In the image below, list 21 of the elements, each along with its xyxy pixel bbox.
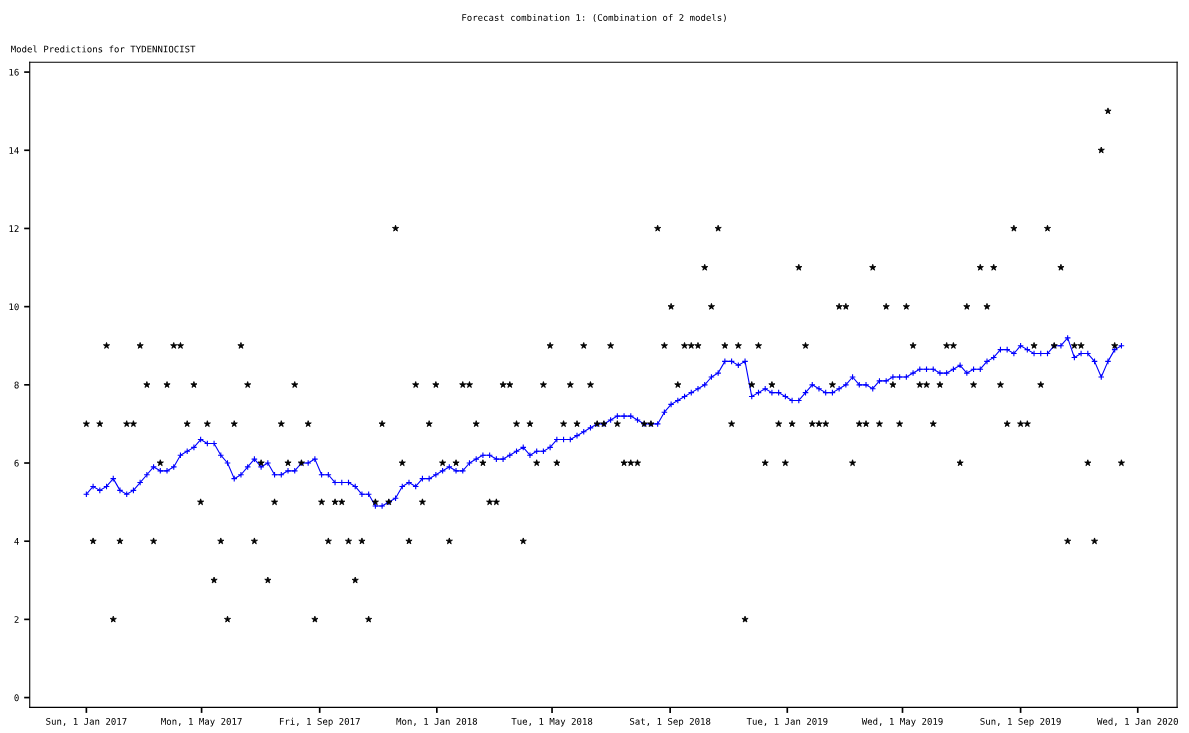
y-tick-label: 2	[14, 616, 19, 623]
x-tick-label: Fri, 1 Sep 2017	[279, 717, 360, 727]
y-tick-label: 6	[14, 459, 19, 467]
x-tick-label: Wed, 1 Jan 2020	[1096, 717, 1178, 726]
y-tick-label: 12	[9, 225, 19, 232]
y-tick-label: 14	[9, 147, 19, 154]
chart-title: Forecast combination 1: (Combination of 2 models)	[462, 13, 726, 23]
y-tick-label: 10	[9, 303, 19, 311]
x-tick-label: Sun, 1 Jan 2017	[46, 717, 127, 726]
x-tick-label: Tue, 1 May 2018	[511, 717, 593, 727]
x-tick-label: Mon, 1 Jan 2018	[396, 717, 478, 726]
y-tick-label: 16	[9, 68, 19, 76]
y-tick-label: 8	[14, 381, 19, 389]
y-tick-label: 0	[14, 694, 19, 702]
x-tick-label: Wed, 1 May 2019	[861, 717, 943, 727]
x-tick-label: Mon, 1 May 2017	[161, 717, 242, 727]
x-tick-label: Sat, 1 Sep 2018	[630, 717, 711, 727]
x-tick-label: Tue, 1 Jan 2019	[746, 717, 828, 726]
x-tick-label: Sun, 1 Sep 2019	[980, 717, 1061, 727]
y-tick-label: 4	[14, 538, 19, 545]
chart-subtitle: Model Predictions for TYDENNIOCIST	[11, 45, 196, 53]
